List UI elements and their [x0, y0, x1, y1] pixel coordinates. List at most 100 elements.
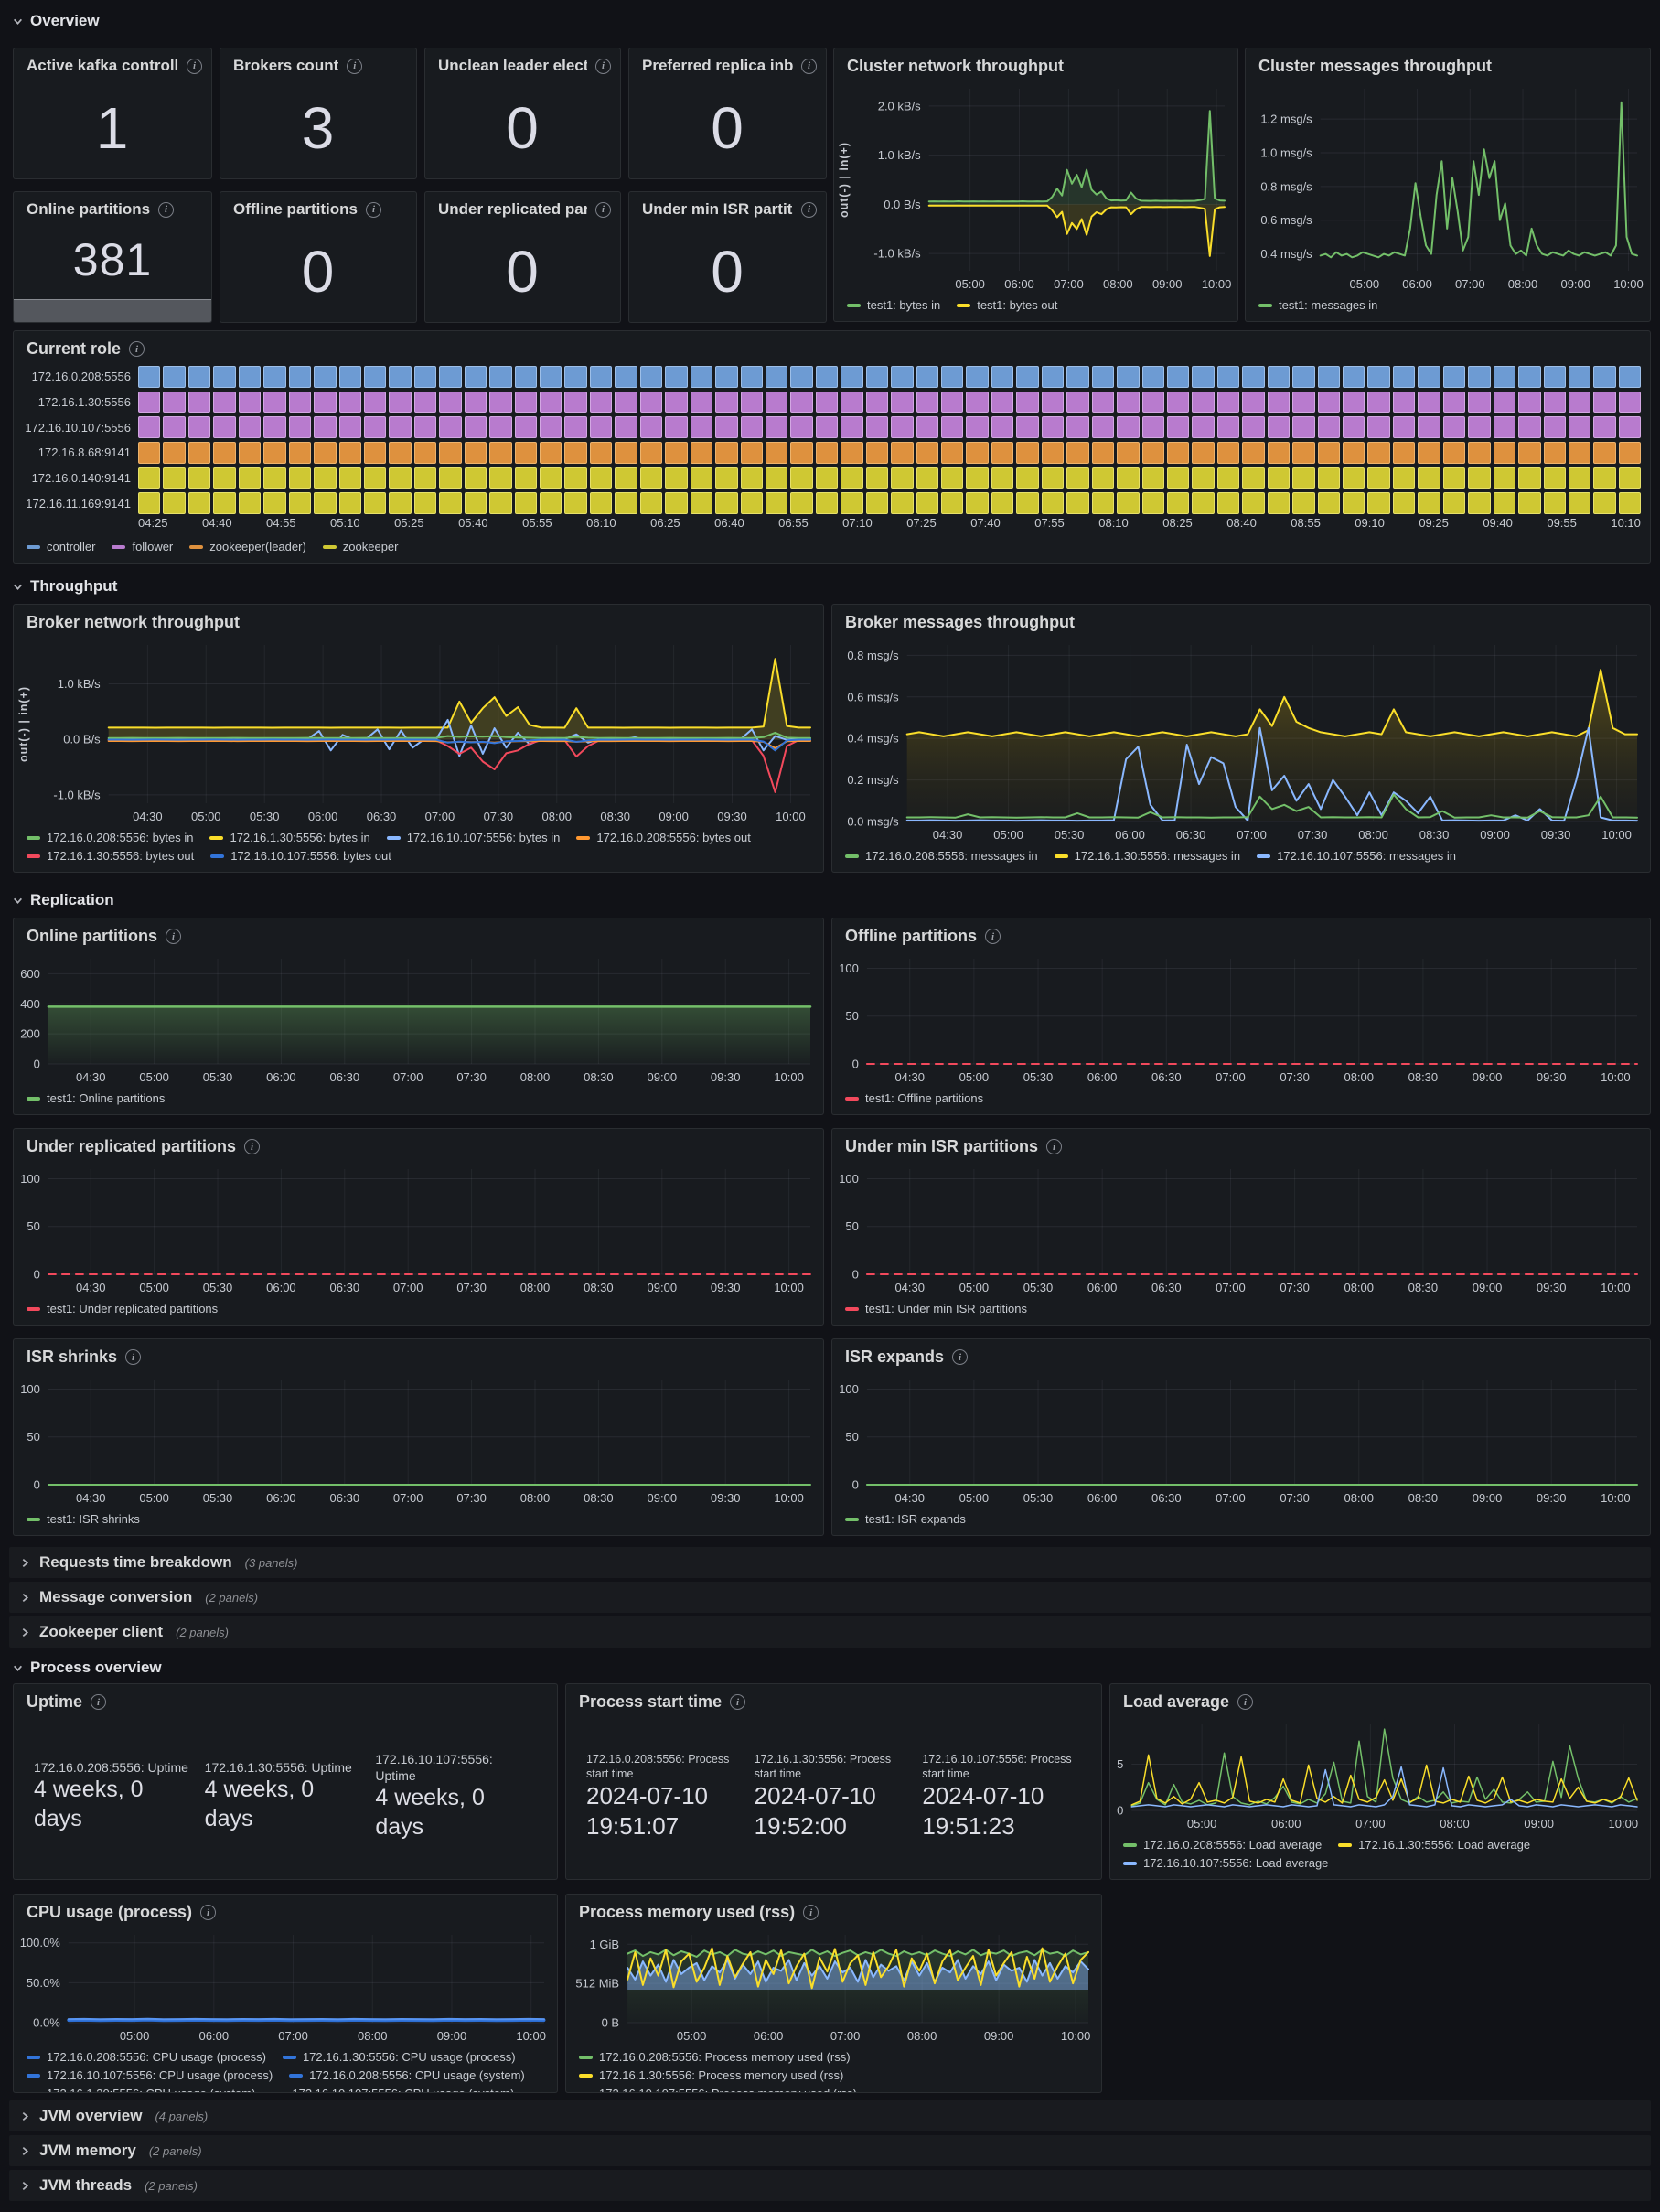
load-average-chart[interactable]: 5 0 05:00 06:00 07:00 08:00 09:00 10:00 [1110, 1713, 1650, 1834]
legend-item[interactable]: 172.16.10.107:5556: messages in [1257, 847, 1456, 864]
legend-item[interactable]: test1: ISR shrinks [27, 1510, 140, 1528]
svg-text:-1.0 kB/s: -1.0 kB/s [873, 247, 921, 261]
legend-item[interactable]: 172.16.0.208:5556: CPU usage (process) [27, 2048, 266, 2066]
legend-item[interactable]: test1: Online partitions [27, 1090, 165, 1107]
timeline-cell-follower [991, 391, 1014, 413]
info-icon[interactable]: i [1237, 1694, 1254, 1710]
current-role-timeline[interactable]: 172.16.0.208:5556 172.16.1.30:5556 172.16.… [14, 360, 1650, 515]
timeline-cell-zookeeper [1117, 467, 1140, 489]
legend-item[interactable]: 172.16.0.208:5556: bytes in [27, 829, 193, 846]
info-icon[interactable]: i [801, 58, 817, 74]
legend-item[interactable]: test1: bytes out [957, 296, 1057, 314]
legend-item[interactable]: test1: ISR expands [845, 1510, 966, 1528]
broker-messages-chart[interactable]: 0.8 msg/s 0.6 msg/s 0.4 msg/s 0.2 msg/s 0.0 … [832, 634, 1650, 845]
legend-item[interactable]: 172.16.1.30:5556: CPU usage (system) [27, 2085, 255, 2092]
timeline-cell-controller [1392, 366, 1416, 388]
timeline-cell-follower [841, 416, 863, 439]
timeline-cell-follower [1317, 416, 1340, 439]
timeline-cell-zookeeper [1066, 467, 1089, 489]
legend-item[interactable]: 172.16.0.208:5556: messages in [845, 847, 1038, 864]
legend-item[interactable]: zookeeper(leader) [189, 538, 306, 555]
legend-item[interactable]: 172.16.0.208:5556: bytes out [576, 829, 751, 846]
legend-item[interactable]: test1: Offline partitions [845, 1090, 983, 1107]
legend-label: 172.16.10.107:5556: bytes in [406, 831, 561, 844]
isr-shrinks-chart[interactable]: 100 50 0 04:30 05:00 05:30 06:00 06:30 07:00 07:3… [14, 1369, 823, 1509]
legend-item[interactable]: 172.16.10.107:5556: CPU usage (process) [27, 2067, 273, 2084]
legend-item[interactable]: test1: Under replicated partitions [27, 1300, 218, 1317]
stat-value: 4 weeks, 0 days [34, 1777, 144, 1831]
legend-item[interactable]: 172.16.1.30:5556: Load average [1338, 1836, 1530, 1853]
legend-item[interactable]: 172.16.10.107:5556: Process memory used … [579, 2085, 857, 2092]
section-jvm-memory[interactable]: JVM memory (2 panels) [9, 2135, 1651, 2166]
legend-item[interactable]: follower [112, 538, 173, 555]
svg-text:05:00: 05:00 [139, 1281, 169, 1294]
under-replicated-chart[interactable]: 100 50 0 04:30 05:00 05:30 06:00 06:30 07:00 07:3… [14, 1158, 823, 1298]
section-overview[interactable]: Overview [13, 9, 100, 33]
info-icon[interactable]: i [158, 201, 175, 218]
offline-partitions-chart[interactable]: 100 50 0 04:30 05:00 05:30 06:00 06:30 07:00 07:3… [832, 948, 1650, 1088]
legend-item[interactable]: 172.16.1.30:5556: Process memory used (r… [579, 2067, 843, 2084]
info-icon[interactable]: i [1046, 1139, 1063, 1154]
cpu-usage-chart[interactable]: 100.0% 50.0% 0.0% 05:00 06:00 07:00 08:00 09:00… [14, 1924, 557, 2046]
under-min-isr-chart[interactable]: 100 50 0 04:30 05:00 05:30 06:00 06:30 07:00 07:3… [832, 1158, 1650, 1298]
timeline-cell-follower [489, 416, 512, 439]
legend-item[interactable]: 172.16.0.208:5556: CPU usage (system) [289, 2067, 525, 2084]
legend-item[interactable]: 172.16.0.208:5556: Load average [1123, 1836, 1322, 1853]
info-icon[interactable]: i [347, 58, 363, 74]
process-memory-chart[interactable]: 1 GiB 512 MiB 0 B 05:00 06:00 07:00 08:00 09:00… [566, 1924, 1101, 2046]
legend-item[interactable]: 172.16.1.30:5556: messages in [1054, 847, 1240, 864]
legend-item[interactable]: test1: bytes in [847, 296, 940, 314]
info-icon[interactable]: i [803, 1905, 819, 1920]
legend-item[interactable]: zookeeper [322, 538, 399, 555]
legend-item[interactable]: 172.16.10.107:5556: bytes out [210, 847, 391, 864]
stat-value: 3 [301, 94, 336, 161]
cluster-network-chart[interactable]: 2.0 kB/s 1.0 kB/s 0.0 B/s -1.0 kB/s 05:00 06:… [834, 78, 1237, 295]
info-icon[interactable]: i [366, 201, 381, 218]
info-icon[interactable]: i [187, 58, 202, 74]
info-icon[interactable]: i [200, 1905, 217, 1920]
info-icon[interactable]: i [952, 1349, 969, 1365]
info-icon[interactable]: i [985, 929, 1001, 944]
timeline-cell-follower [1216, 416, 1240, 439]
legend-item[interactable]: 172.16.10.107:5556: CPU usage (system) [272, 2085, 514, 2092]
info-icon[interactable]: i [166, 929, 182, 944]
info-icon[interactable]: i [91, 1694, 107, 1710]
cluster-messages-chart[interactable]: 1.2 msg/s 1.0 msg/s 0.8 msg/s 0.6 msg/s 0.4 … [1246, 78, 1650, 295]
svg-text:06:00: 06:00 [1004, 277, 1034, 291]
section-requests-time-breakdown[interactable]: Requests time breakdown (3 panels) [9, 1547, 1651, 1578]
timeline-cell-controller [464, 366, 487, 388]
svg-text:05:00: 05:00 [993, 828, 1023, 842]
section-jvm-threads[interactable]: JVM threads (2 panels) [9, 2170, 1651, 2201]
info-icon[interactable]: i [801, 201, 817, 218]
section-message-conversion[interactable]: Message conversion (2 panels) [9, 1582, 1651, 1613]
info-icon[interactable]: i [595, 58, 611, 74]
info-icon[interactable]: i [244, 1139, 261, 1154]
legend-item[interactable]: 172.16.0.208:5556: Process memory used (… [579, 2048, 851, 2066]
timeline-cell-zookeeper [1091, 467, 1115, 489]
timeline-cell-follower [464, 391, 487, 413]
legend-item[interactable]: 172.16.10.107:5556: bytes in [386, 829, 561, 846]
legend-item[interactable]: 172.16.1.30:5556: bytes in [209, 829, 370, 846]
info-icon[interactable]: i [730, 1694, 746, 1710]
svg-text:08:30: 08:30 [584, 1070, 614, 1084]
section-jvm-overview[interactable]: JVM overview (4 panels) [9, 2100, 1651, 2131]
info-icon[interactable]: i [595, 201, 611, 218]
legend-item[interactable]: 172.16.1.30:5556: CPU usage (process) [282, 2048, 516, 2066]
legend-item[interactable]: test1: Under min ISR partitions [845, 1300, 1027, 1317]
time-tick-label: 09:40 [1483, 516, 1513, 530]
legend-item[interactable]: 172.16.1.30:5556: bytes out [27, 847, 194, 864]
online-partitions-chart[interactable]: 600 400 200 0 04:30 05:00 05:30 06:00 06:30 07:00… [14, 948, 823, 1088]
legend-item[interactable]: controller [27, 538, 95, 555]
broker-network-chart[interactable]: 1.0 kB/s 0.0 B/s -1.0 kB/s 04:30 05:00 05:30 0… [14, 634, 823, 827]
section-process-overview[interactable]: Process overview [13, 1656, 162, 1680]
section-zookeeper-client[interactable]: Zookeeper client (2 panels) [9, 1616, 1651, 1648]
svg-text:05:30: 05:30 [1055, 828, 1085, 842]
info-icon[interactable]: i [125, 1349, 142, 1365]
info-icon[interactable]: i [129, 341, 145, 357]
svg-text:08:00: 08:00 [1358, 828, 1388, 842]
legend-item[interactable]: test1: messages in [1258, 296, 1377, 314]
section-throughput[interactable]: Throughput [13, 574, 117, 598]
legend-item[interactable]: 172.16.10.107:5556: Load average [1123, 1854, 1328, 1872]
isr-expands-chart[interactable]: 100 50 0 04:30 05:00 05:30 06:00 06:30 07:00 07:3… [832, 1369, 1650, 1509]
section-replication[interactable]: Replication [13, 888, 114, 912]
